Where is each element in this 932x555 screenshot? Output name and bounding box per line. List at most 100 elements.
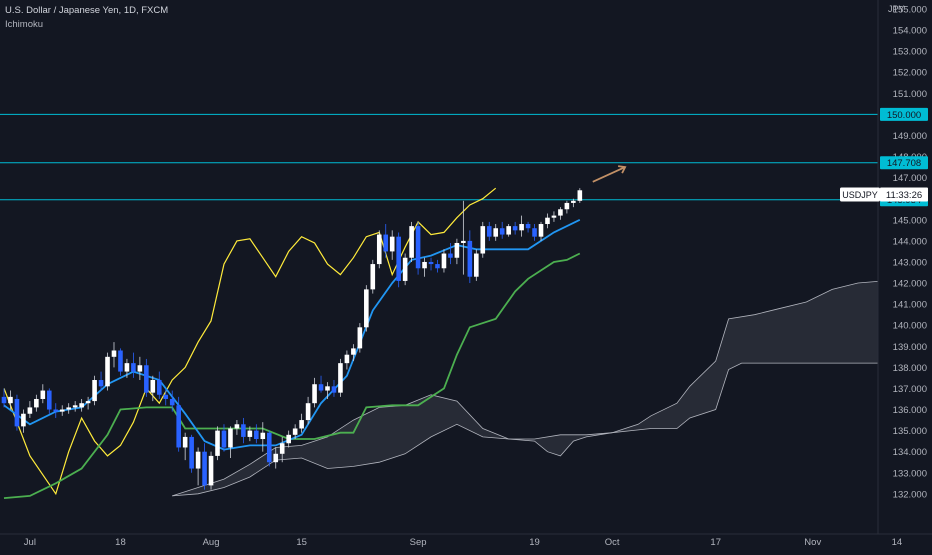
candle: [53, 403, 59, 418]
candle-body: [558, 209, 563, 216]
candle-body: [8, 396, 13, 404]
candle-body: [441, 253, 447, 269]
candle: [266, 430, 272, 467]
y-tick-label: 141.000: [893, 300, 927, 311]
candle-body: [545, 217, 550, 225]
candle-body: [46, 390, 52, 410]
candle: [163, 388, 169, 406]
candle-body: [260, 432, 266, 440]
candle: [312, 377, 317, 408]
candle: [59, 405, 65, 416]
candle: [461, 200, 466, 275]
level-price-text: 150.000: [887, 110, 921, 121]
x-tick-label: Oct: [605, 537, 620, 548]
tenkan-line: [3, 218, 581, 451]
candle-body: [312, 384, 317, 404]
candle: [27, 401, 33, 418]
candle-body: [137, 365, 143, 372]
candle: [512, 221, 518, 235]
candle-body: [331, 386, 337, 393]
candle: [34, 394, 39, 412]
candle-body: [474, 253, 479, 277]
candle-body: [111, 350, 117, 357]
candle: [150, 375, 156, 402]
x-tick-label: Nov: [804, 537, 821, 548]
candle: [1, 388, 7, 408]
x-tick-label: Sep: [410, 537, 427, 548]
candle-body: [85, 401, 91, 404]
candle-body: [66, 407, 71, 410]
candle-body: [254, 430, 259, 440]
candle: [195, 447, 201, 486]
candle-body: [415, 226, 421, 269]
candle-body: [338, 363, 343, 393]
candle-body: [241, 424, 246, 437]
candle: [480, 221, 486, 258]
candle: [21, 409, 26, 433]
candle: [351, 344, 356, 362]
candle: [98, 371, 104, 391]
currency-label: JPY: [888, 4, 905, 14]
candle-body: [318, 384, 324, 391]
level-price-text: 147.708: [887, 158, 921, 169]
x-tick-label: Aug: [203, 537, 220, 548]
candle: [202, 443, 207, 490]
candle: [144, 358, 149, 397]
candle-body: [499, 228, 505, 235]
candle: [176, 396, 181, 452]
candle: [286, 430, 291, 448]
candle: [234, 420, 240, 435]
candle: [254, 424, 259, 444]
price-axis-background: [878, 0, 932, 550]
y-tick-label: 153.000: [893, 47, 927, 58]
candle-body: [169, 398, 175, 406]
y-tick-label: 139.000: [893, 342, 927, 353]
chikou-line: [3, 187, 497, 496]
candle: [441, 249, 447, 273]
candle: [182, 432, 188, 461]
candle: [221, 424, 227, 452]
candle: [279, 436, 285, 463]
candle-body: [124, 363, 130, 372]
candle-body: [525, 224, 531, 229]
candle-body: [376, 234, 382, 265]
candle-body: [221, 430, 227, 448]
candle-body: [247, 430, 253, 437]
candle-body: [564, 202, 570, 210]
y-tick-label: 138.000: [893, 363, 927, 374]
candle-body: [150, 380, 156, 393]
candle: [499, 221, 505, 239]
candle: [305, 396, 311, 425]
candle: [564, 200, 570, 214]
y-tick-label: 136.000: [893, 405, 927, 416]
candle: [474, 249, 479, 281]
candle: [189, 434, 194, 473]
forecast-arrow-head: [617, 165, 627, 174]
level-price-tag: [880, 107, 928, 121]
candle: [208, 451, 214, 490]
candle-body: [344, 354, 350, 364]
y-tick-label: 134.000: [893, 447, 927, 458]
candle: [118, 348, 123, 376]
candle-body: [234, 424, 240, 429]
candle-body: [14, 398, 20, 427]
candle-body: [156, 380, 162, 395]
candle: [389, 230, 395, 260]
candle: [215, 426, 220, 461]
candle-body: [118, 350, 123, 372]
candle: [396, 232, 401, 288]
candle-body: [506, 226, 511, 235]
candle-body: [448, 253, 453, 258]
candle-body: [59, 409, 65, 412]
candle: [318, 375, 324, 393]
candle-body: [189, 436, 194, 469]
indicator-label[interactable]: Ichimoku: [5, 19, 44, 30]
candle: [247, 426, 253, 442]
candle-body: [357, 327, 363, 349]
candle: [79, 398, 84, 412]
candle-body: [34, 398, 39, 408]
candle-body: [79, 403, 84, 408]
candle-body: [519, 224, 524, 231]
